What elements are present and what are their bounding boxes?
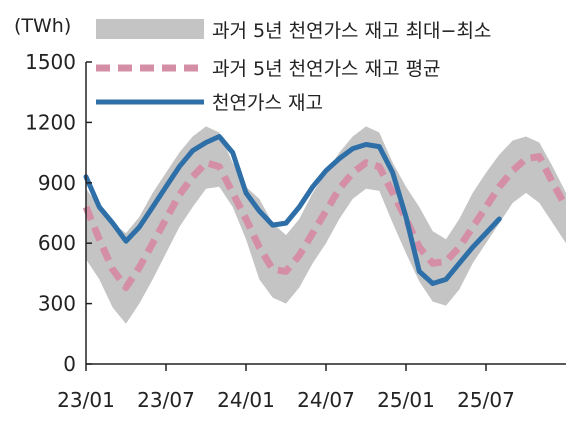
y-tick-label: 900 [38, 171, 76, 195]
legend-label-actual: 천연가스 재고 [212, 92, 323, 114]
x-tick-label: 23/07 [137, 388, 195, 412]
x-tick-label: 24/07 [297, 388, 355, 412]
series-line-layer [82, 134, 570, 291]
legend-label-range: 과거 5년 천연가스 재고 최대−최소 [212, 20, 491, 42]
y-tick-label: 600 [38, 231, 76, 255]
x-tick-label: 25/01 [377, 388, 435, 412]
range-band-layer [86, 126, 566, 324]
y-unit-label: (TWh) [14, 15, 71, 37]
actual-series-line [83, 134, 502, 286]
range-band [86, 126, 566, 324]
x-tick-label: 24/01 [217, 388, 275, 412]
legend-swatch-range [96, 19, 204, 39]
y-tick-label: 1200 [25, 110, 76, 134]
x-tick-label: 25/07 [457, 388, 515, 412]
y-tick-label: 300 [38, 292, 76, 316]
y-tick-label: 1500 [25, 50, 76, 74]
x-tick-label: 23/01 [57, 388, 115, 412]
axis-layer: (TWh) 0 300 600 900 1200 1500 23/01 23/07 24/01 2… [14, 15, 566, 412]
legend-label-avg: 과거 5년 천연가스 재고 평균 [212, 58, 441, 80]
y-tick-label: 0 [63, 352, 76, 376]
